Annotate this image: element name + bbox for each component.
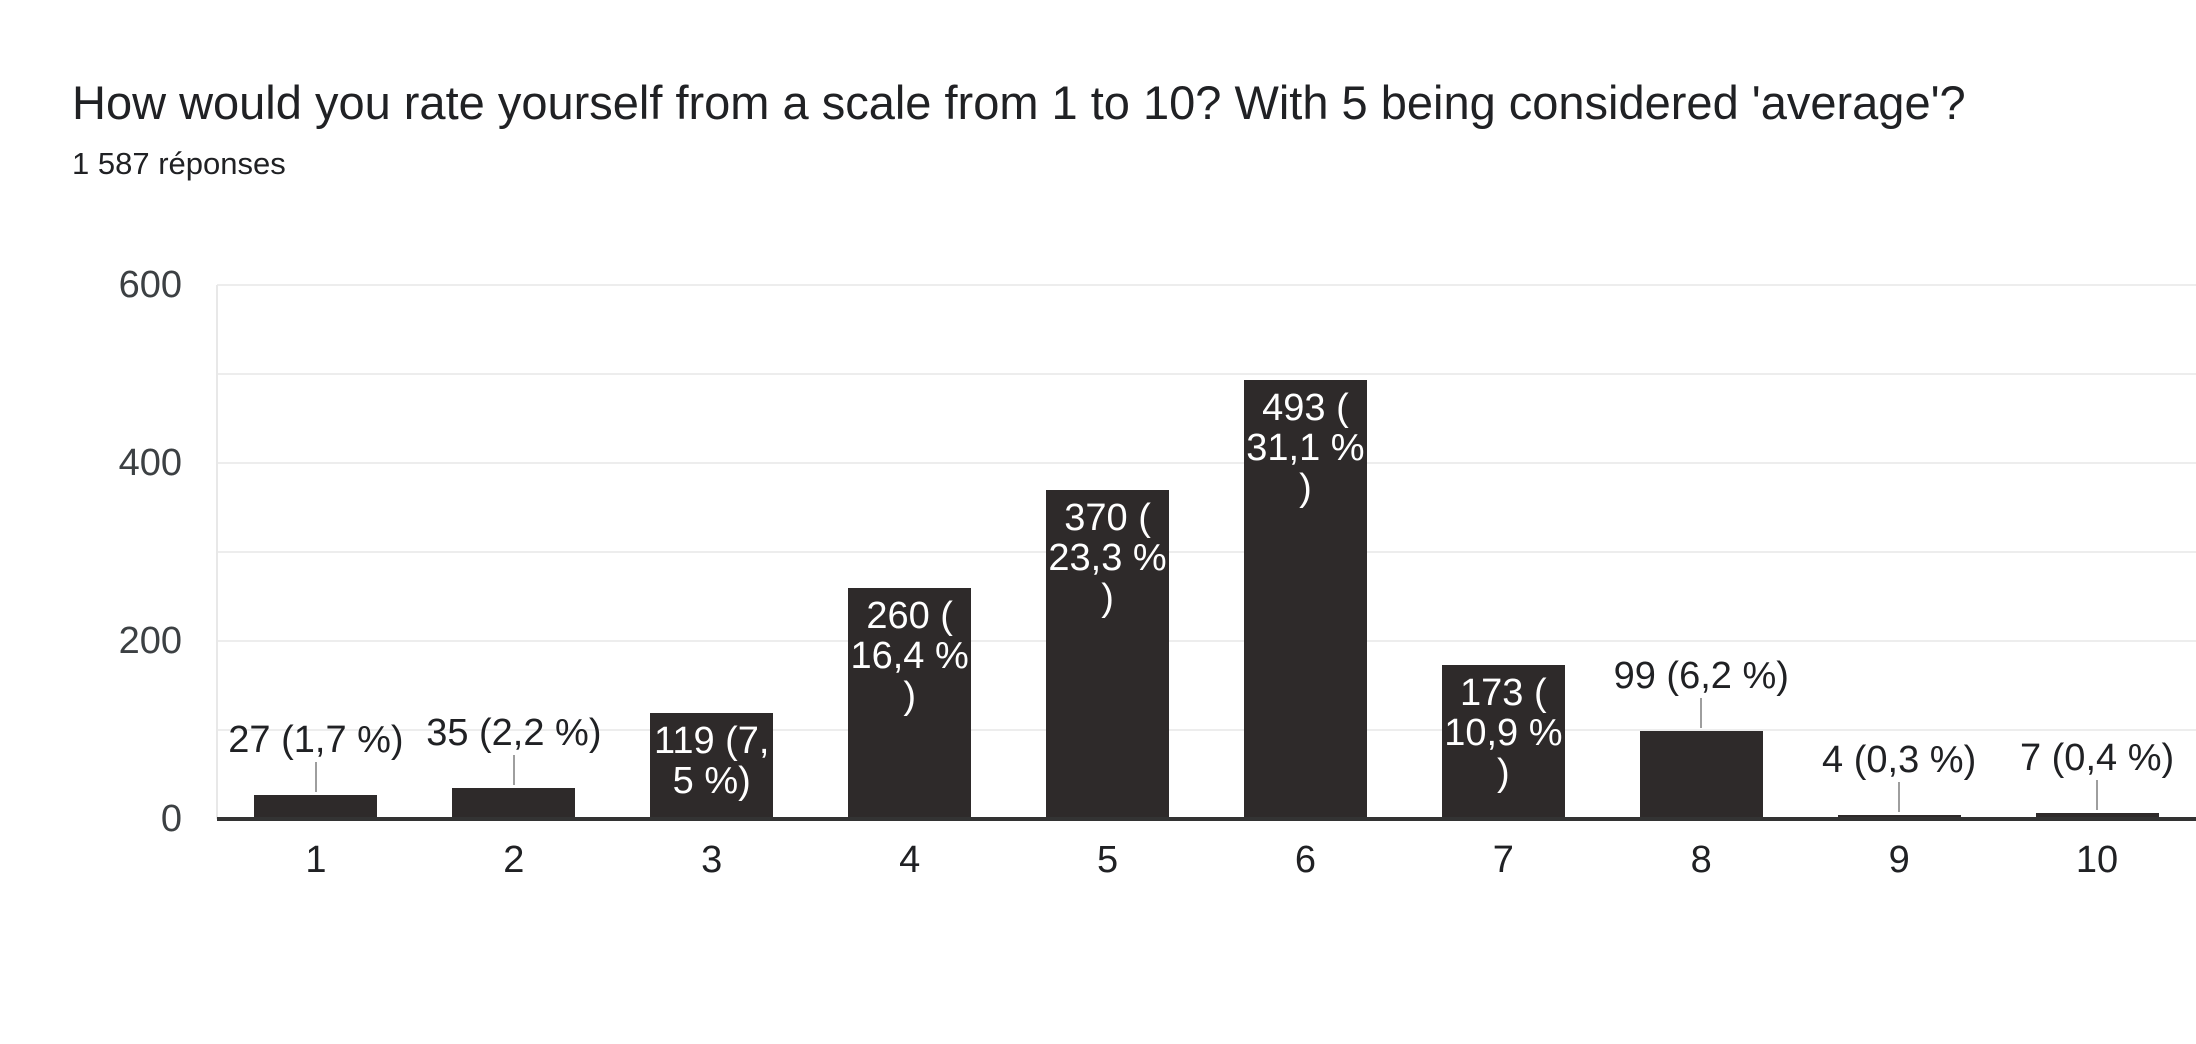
bar-value-label-9: 4 (0,3 %) [1822,739,1977,781]
bar-category-3[interactable] [650,713,774,819]
label-connector-line-9 [1898,782,1901,812]
bar-value-label-6: 493 ( 31,1 % ) [1246,387,1365,509]
y-axis-tick-label-400: 400 [118,442,182,484]
question-title: How would you rate yourself from a scale… [72,76,1966,129]
bar-category-10[interactable] [2035,813,2159,819]
bar-category-6[interactable] [1243,380,1367,819]
x-axis-tick-label-2: 2 [503,839,525,881]
y-gridline-600 [217,284,2196,286]
y-axis-tick-label-600: 600 [118,264,182,306]
x-axis-tick-label-6: 6 [1294,839,1317,881]
bar-value-label-8: 99 (6,2 %) [1613,655,1789,697]
x-axis-tick-label-1: 1 [305,839,327,881]
bar-value-label-7: 173 ( 10,9 % ) [1444,672,1563,794]
y-gridline-200 [217,640,2196,642]
label-connector-line-2 [512,755,515,785]
y-gridline-500 [217,373,2196,375]
x-axis-tick-label-5: 5 [1096,839,1119,881]
label-connector-line-1 [314,762,317,792]
y-gridline-100 [217,729,2196,731]
x-axis-tick-label-7: 7 [1492,839,1514,881]
x-axis-baseline [217,817,2196,821]
response-count: 1 587 réponses [72,146,286,181]
bar-value-label-3: 119 (7, 5 %) [654,720,770,802]
y-gridline-400 [217,462,2196,464]
bar-category-7[interactable] [1441,665,1565,819]
bar-category-2[interactable] [452,788,576,819]
y-axis-tick-label-200: 200 [118,620,182,662]
bar-value-label-1: 27 (1,7 %) [228,719,404,761]
bar-value-label-4: 260 ( 16,4 % ) [850,595,969,717]
label-connector-line-10 [2096,780,2099,810]
y-gridline-300 [217,551,2196,553]
bar-category-4[interactable] [848,588,972,819]
x-axis-tick-label-3: 3 [701,839,723,881]
bar-category-5[interactable] [1046,490,1170,819]
x-axis-tick-label-4: 4 [899,839,921,881]
bar-category-1[interactable] [254,795,378,819]
x-axis-tick-label-8: 8 [1690,839,1712,881]
y-axis-tick-label-0: 0 [160,798,182,840]
y-axis-line [216,285,218,819]
label-connector-line-8 [1700,698,1703,728]
x-axis-tick-label-9: 9 [1888,839,1910,881]
bar-value-label-2: 35 (2,2 %) [426,712,602,754]
x-axis-tick-label-10: 10 [2075,839,2119,881]
bar-value-label-5: 370 ( 23,3 % ) [1048,497,1167,619]
bar-category-8[interactable] [1639,731,1763,819]
bar-value-label-10: 7 (0,4 %) [2019,737,2175,779]
